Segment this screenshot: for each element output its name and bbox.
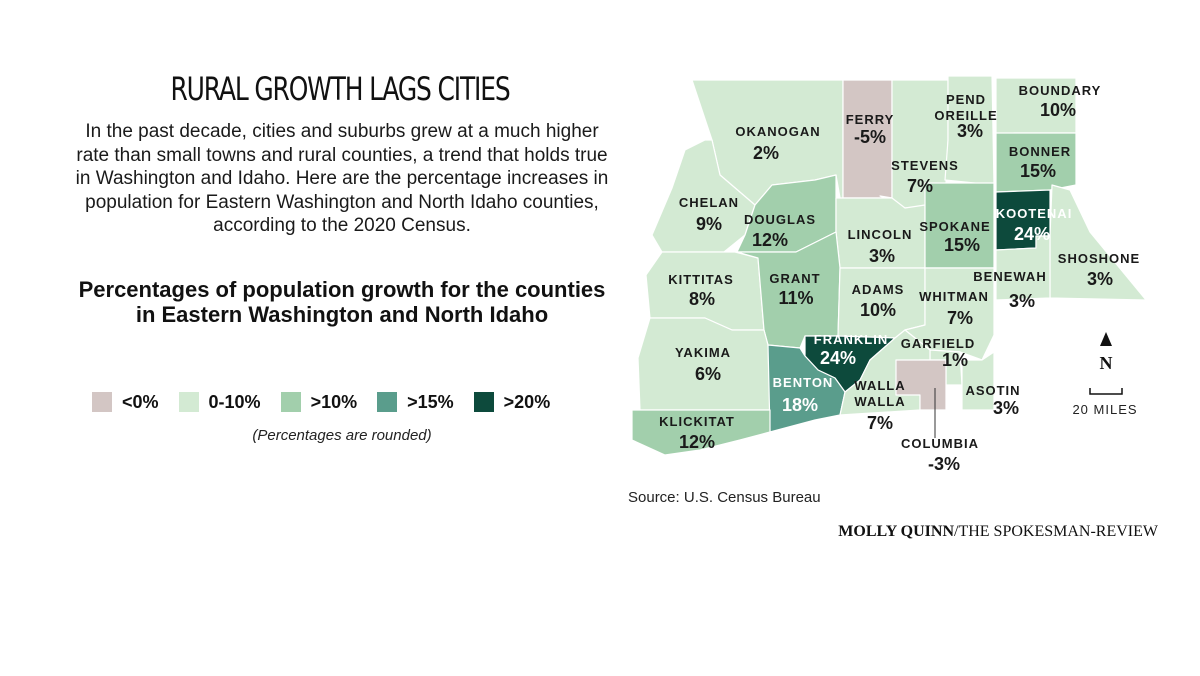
county-name-kootenai: KOOTENAI bbox=[996, 206, 1073, 221]
north-arrow-icon bbox=[1100, 332, 1112, 346]
county-value-douglas: 12% bbox=[752, 230, 788, 250]
county-value-kootenai: 24% bbox=[1014, 224, 1050, 244]
county-name-whitman: WHITMAN bbox=[919, 289, 989, 304]
county-value-lincoln: 3% bbox=[869, 246, 895, 266]
county-name-lincoln: LINCOLN bbox=[848, 227, 913, 242]
county-value-adams: 10% bbox=[860, 300, 896, 320]
county-value-bonner: 15% bbox=[1020, 161, 1056, 181]
county-name-benton: BENTON bbox=[773, 375, 834, 390]
county-value-pend-oreille: 3% bbox=[957, 121, 983, 141]
legend-item-top: >20% bbox=[473, 391, 551, 413]
intro-paragraph: In the past decade, cities and suburbs g… bbox=[75, 121, 609, 236]
legend-label: <0% bbox=[122, 391, 159, 412]
county-benewah bbox=[995, 235, 1051, 301]
county-name-kittitas: KITTITAS bbox=[668, 272, 734, 287]
county-name-asotin: ASOTIN bbox=[965, 383, 1020, 398]
legend-item-mid: >10% bbox=[280, 391, 358, 413]
county-value-yakima: 6% bbox=[695, 364, 721, 384]
legend-swatch bbox=[178, 392, 199, 412]
county-value-benton: 18% bbox=[782, 395, 818, 415]
county-shapes bbox=[631, 75, 1147, 456]
county-name-klickitat: KLICKITAT bbox=[659, 414, 735, 429]
legend-label: >15% bbox=[407, 391, 454, 412]
county-klickitat bbox=[631, 409, 771, 456]
county-name-grant: GRANT bbox=[769, 271, 820, 286]
county-name-douglas: DOUGLAS bbox=[744, 212, 816, 227]
county-name-boundary: BOUNDARY bbox=[1019, 83, 1102, 98]
county-value-klickitat: 12% bbox=[679, 432, 715, 452]
legend-item-negative: <0% bbox=[92, 392, 159, 413]
credit-name: MOLLY QUINN bbox=[838, 523, 954, 540]
county-name-spokane: SPOKANE bbox=[919, 219, 990, 234]
photo-credit: MOLLY QUINN/THE SPOKESMAN-REVIEW bbox=[838, 523, 1158, 541]
county-value-spokane: 15% bbox=[944, 235, 980, 255]
county-value-shoshone: 3% bbox=[1087, 269, 1113, 289]
legend-label: >20% bbox=[503, 391, 551, 412]
county-asotin bbox=[961, 351, 995, 411]
rounding-note: (Percentages are rounded) bbox=[252, 427, 432, 444]
county-value-walla-walla: 7% bbox=[867, 413, 893, 433]
legend-label: 0-10% bbox=[208, 391, 261, 412]
county-name-bonner: BONNER bbox=[1009, 144, 1071, 159]
county-value-columbia: -3% bbox=[928, 454, 960, 474]
county-value-boundary: 10% bbox=[1040, 100, 1076, 120]
county-name-benewah: BENEWAH bbox=[973, 269, 1046, 284]
scale-label: 20 MILES bbox=[1072, 402, 1137, 417]
county-value-ferry: -5% bbox=[854, 127, 886, 147]
county-name-adams: ADAMS bbox=[852, 282, 905, 297]
source-note: Source: U.S. Census Bureau bbox=[628, 489, 821, 506]
county-name-ferry: FERRY bbox=[846, 112, 895, 127]
county-value-garfield: 1% bbox=[942, 350, 968, 370]
county-name-shoshone: SHOSHONE bbox=[1058, 251, 1140, 266]
county-value-okanogan: 2% bbox=[753, 143, 779, 163]
legend-swatch bbox=[92, 392, 112, 412]
county-value-grant: 11% bbox=[778, 288, 813, 308]
color-legend: <0% 0-10% >10% >15% >20% bbox=[92, 389, 612, 415]
county-name-franklin: FRANKLIN bbox=[814, 332, 888, 347]
legend-item-low: 0-10% bbox=[178, 391, 261, 413]
credit-org: /THE SPOKESMAN-REVIEW bbox=[954, 523, 1158, 540]
county-value-benewah: 3% bbox=[1009, 291, 1035, 311]
legend-label: >10% bbox=[310, 391, 358, 412]
county-name-pend-oreille: PEND OREILLE bbox=[934, 92, 997, 123]
legend-swatch bbox=[280, 392, 301, 412]
scale-bar-line bbox=[1089, 388, 1123, 395]
legend-swatch bbox=[473, 392, 494, 412]
county-name-chelan: CHELAN bbox=[679, 195, 739, 210]
county-value-asotin: 3% bbox=[993, 398, 1019, 418]
legend-swatch bbox=[377, 392, 398, 412]
county-value-kittitas: 8% bbox=[689, 289, 715, 309]
map-subheading: Percentages of population growth for the… bbox=[78, 277, 606, 327]
county-value-stevens: 7% bbox=[907, 176, 933, 196]
north-label: N bbox=[1100, 353, 1113, 373]
legend-item-high: >15% bbox=[377, 392, 454, 413]
county-columbia bbox=[895, 359, 947, 411]
county-value-franklin: 24% bbox=[820, 348, 856, 368]
county-name-okanogan: OKANOGAN bbox=[735, 124, 820, 139]
county-benton bbox=[767, 344, 846, 433]
county-value-chelan: 9% bbox=[696, 214, 722, 234]
north-arrow: N bbox=[1100, 332, 1113, 373]
county-name-garfield: GARFIELD bbox=[901, 336, 975, 351]
county-name-stevens: STEVENS bbox=[891, 158, 959, 173]
county-value-whitman: 7% bbox=[947, 308, 973, 328]
graphic-title: RURAL GROWTH LAGS CITIES bbox=[170, 70, 511, 108]
county-name-walla-walla: WALLA WALLA bbox=[854, 378, 905, 409]
scale-bar: 20 MILES bbox=[1072, 388, 1137, 417]
county-name-yakima: YAKIMA bbox=[675, 345, 731, 360]
county-name-columbia: COLUMBIA bbox=[901, 436, 979, 451]
